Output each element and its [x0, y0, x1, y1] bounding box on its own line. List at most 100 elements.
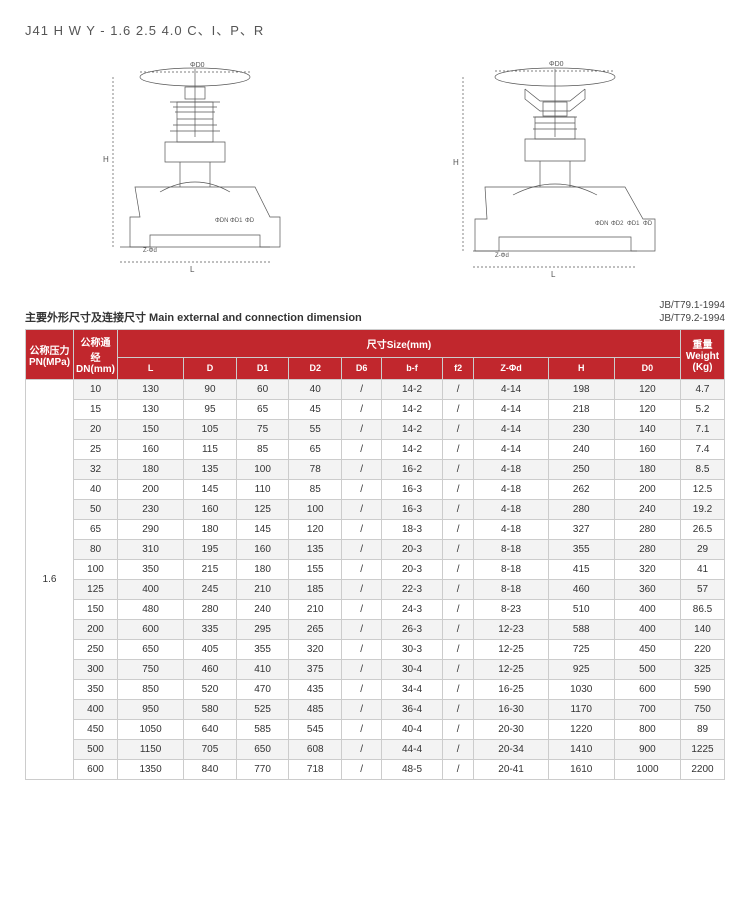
cell: 30-3: [382, 640, 443, 660]
cell: /: [342, 680, 382, 700]
cell: 350: [74, 680, 118, 700]
cell: /: [342, 560, 382, 580]
diagrams-row: ΦD0 H L ΦD ΦD1 ΦDN Z-Φd: [25, 47, 725, 287]
cell: 14-2: [382, 380, 443, 400]
table-row: 100350215180155/20-3/8-1841532041: [26, 560, 725, 580]
cell: 50: [74, 500, 118, 520]
cell: 400: [614, 620, 680, 640]
svg-text:H: H: [453, 158, 459, 167]
cell: 32: [74, 460, 118, 480]
cell: 770: [236, 760, 289, 780]
cell: 26.5: [681, 520, 725, 540]
cell: 650: [236, 740, 289, 760]
cell: 335: [184, 620, 237, 640]
cell: 57: [681, 580, 725, 600]
cell: 4-14: [474, 440, 548, 460]
cell: 75: [236, 420, 289, 440]
cell: 180: [184, 520, 237, 540]
cell: /: [342, 400, 382, 420]
cell: 588: [548, 620, 614, 640]
cell: 80: [74, 540, 118, 560]
table-row: 350850520470435/34-4/16-251030600590: [26, 680, 725, 700]
cell: 400: [74, 700, 118, 720]
cell: 4-18: [474, 480, 548, 500]
cell: 120: [289, 520, 342, 540]
cell: 485: [289, 700, 342, 720]
cell: 160: [614, 440, 680, 460]
cell: 218: [548, 400, 614, 420]
cell: 5.2: [681, 400, 725, 420]
cell: /: [442, 600, 474, 620]
cell: 1225: [681, 740, 725, 760]
table-row: 201501057555/14-2/4-142301407.1: [26, 420, 725, 440]
cell: 150: [118, 420, 184, 440]
section-title: 主要外形尺寸及连接尺寸 Main external and connection…: [25, 309, 362, 325]
th-f2: f2: [442, 357, 474, 379]
cell: 375: [289, 660, 342, 680]
th-z-φd: Z-Φd: [474, 357, 548, 379]
cell: 16-25: [474, 680, 548, 700]
cell: 200: [74, 620, 118, 640]
th-d: D: [184, 357, 237, 379]
cell: 1350: [118, 760, 184, 780]
cell: 460: [548, 580, 614, 600]
cell: 400: [118, 580, 184, 600]
cell: 14-2: [382, 440, 443, 460]
table-row: 65290180145120/18-3/4-1832728026.5: [26, 520, 725, 540]
cell: /: [342, 380, 382, 400]
cell: 1410: [548, 740, 614, 760]
cell: 30-4: [382, 660, 443, 680]
cell: 545: [289, 720, 342, 740]
cell: 16-3: [382, 480, 443, 500]
cell: 15: [74, 400, 118, 420]
svg-text:ΦD0: ΦD0: [190, 62, 205, 69]
cell: 470: [236, 680, 289, 700]
cell: 22-3: [382, 580, 443, 600]
cell: 405: [184, 640, 237, 660]
th-l: L: [118, 357, 184, 379]
cell: 20-41: [474, 760, 548, 780]
cell: 500: [74, 740, 118, 760]
cell: 65: [236, 400, 289, 420]
cell: 585: [236, 720, 289, 740]
cell: 230: [118, 500, 184, 520]
th-d6: D6: [342, 357, 382, 379]
cell: /: [342, 700, 382, 720]
cell: 12.5: [681, 480, 725, 500]
cell: /: [442, 580, 474, 600]
th-b-f: b-f: [382, 357, 443, 379]
cell: 125: [236, 500, 289, 520]
cell: 290: [118, 520, 184, 540]
cell: 145: [184, 480, 237, 500]
cell: 240: [236, 600, 289, 620]
cell: 40-4: [382, 720, 443, 740]
cell: 24-3: [382, 600, 443, 620]
cell: 700: [614, 700, 680, 720]
cell: 150: [74, 600, 118, 620]
cell: /: [442, 660, 474, 680]
cell: 180: [236, 560, 289, 580]
table-row: 1.610130906040/14-2/4-141981204.7: [26, 380, 725, 400]
svg-text:L: L: [190, 265, 195, 274]
cell: 41: [681, 560, 725, 580]
valve-diagram-left: ΦD0 H L ΦD ΦD1 ΦDN Z-Φd: [25, 47, 365, 287]
cell: 480: [118, 600, 184, 620]
cell: 1030: [548, 680, 614, 700]
cell: 160: [184, 500, 237, 520]
cell: 410: [236, 660, 289, 680]
cell: /: [342, 600, 382, 620]
cell: /: [442, 680, 474, 700]
svg-text:ΦD2: ΦD2: [611, 221, 624, 227]
cell: 12-25: [474, 660, 548, 680]
th-pn: 公称压力 PN(MPa): [26, 330, 74, 380]
cell: 44-4: [382, 740, 443, 760]
cell: 4-14: [474, 400, 548, 420]
svg-text:Z-Φd: Z-Φd: [143, 248, 157, 254]
cell: /: [442, 500, 474, 520]
table-row: 50230160125100/16-3/4-1828024019.2: [26, 500, 725, 520]
cell: 500: [614, 660, 680, 680]
cell: /: [442, 620, 474, 640]
cell: 135: [289, 540, 342, 560]
pn-cell: 1.6: [26, 380, 74, 780]
cell: /: [342, 760, 382, 780]
